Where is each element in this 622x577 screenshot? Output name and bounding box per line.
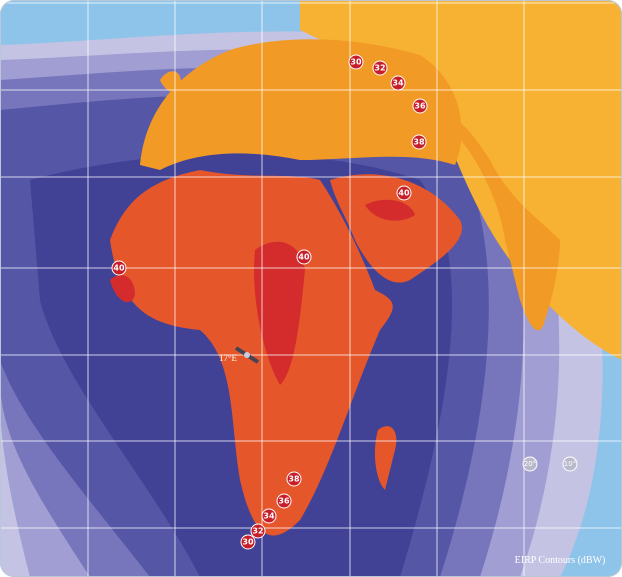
contour-label: 30 — [242, 538, 254, 547]
contour-label: 34 — [392, 79, 404, 88]
peak-zone — [365, 199, 415, 221]
longitude-marker — [562, 456, 578, 472]
peak-zone — [254, 241, 305, 385]
contour-marker — [372, 60, 388, 76]
landmass — [440, 117, 560, 331]
contour-marker — [396, 185, 412, 201]
contour-marker — [261, 508, 277, 524]
contour-label: 36 — [278, 497, 290, 506]
contour-label: 38 — [413, 138, 425, 147]
contour-marker — [240, 534, 256, 550]
contour-marker — [286, 471, 302, 487]
longitude-label: 10° — [564, 460, 576, 468]
contour-label: 30 — [350, 58, 362, 67]
contour-label: 40 — [398, 189, 410, 198]
contour-marker — [412, 98, 428, 114]
contour-label: 32 — [374, 64, 385, 73]
longitude-label: 20° — [524, 460, 536, 468]
satellite-icon — [234, 346, 260, 364]
longitude-marker — [522, 456, 538, 472]
landmass — [374, 426, 397, 490]
contour-marker — [296, 249, 312, 265]
contour-marker — [276, 493, 292, 509]
peak-zone — [110, 275, 135, 303]
landmass — [110, 170, 393, 536]
contour-marker — [411, 134, 427, 150]
contour-marker — [390, 75, 406, 91]
landmass — [330, 174, 462, 283]
contour-label: 40 — [113, 264, 125, 273]
landmass — [160, 71, 181, 93]
contour-marker — [111, 260, 127, 276]
contour-label: 38 — [288, 475, 300, 484]
satellite-label: 17°E — [219, 353, 238, 363]
contour-label: 32 — [252, 527, 263, 536]
contour-label: 34 — [263, 512, 275, 521]
legend-title: EIRP Contours (dBW) — [515, 555, 606, 566]
contour-label: 40 — [298, 253, 310, 262]
contour-label: 36 — [414, 102, 426, 111]
contour-marker — [250, 523, 266, 539]
contour-marker — [348, 54, 364, 70]
